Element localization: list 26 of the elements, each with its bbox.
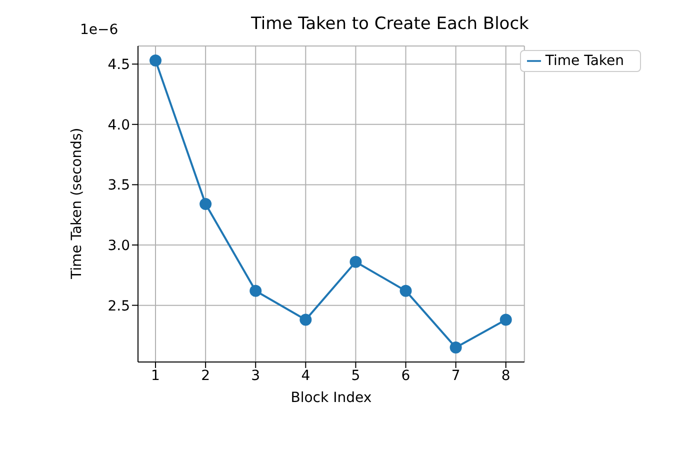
chart-title: Time Taken to Create Each Block	[251, 14, 529, 34]
y-axis-title: Time Taken (seconds)	[68, 128, 85, 280]
x-tick-label: 4	[301, 368, 310, 384]
y-tick-label: 3.0	[108, 238, 130, 254]
point	[250, 284, 262, 297]
y-tick-label: 4.5	[108, 57, 130, 74]
point	[150, 54, 162, 66]
y-tick-label: 3.5	[108, 178, 130, 194]
x-tick-label: 7	[451, 368, 460, 384]
x-tick-label: 8	[501, 368, 510, 384]
x-tick-label: 1	[151, 368, 160, 384]
x-tick-label: 6	[401, 368, 410, 384]
point	[300, 314, 312, 326]
y-tick-label: 4.0	[108, 117, 130, 134]
point	[200, 198, 212, 210]
point	[450, 342, 462, 354]
point	[350, 256, 362, 268]
y-tick-label: 2.5	[108, 298, 130, 314]
point	[500, 314, 512, 326]
x-tick-label: 3	[251, 368, 260, 384]
point	[400, 284, 412, 297]
text: 1e−6	[80, 22, 118, 38]
legend-label: Time Taken	[545, 53, 624, 69]
x-axis-title: Block Index	[290, 390, 372, 406]
x-tick-label: 5	[351, 368, 360, 384]
x-tick-label: 2	[201, 368, 210, 384]
